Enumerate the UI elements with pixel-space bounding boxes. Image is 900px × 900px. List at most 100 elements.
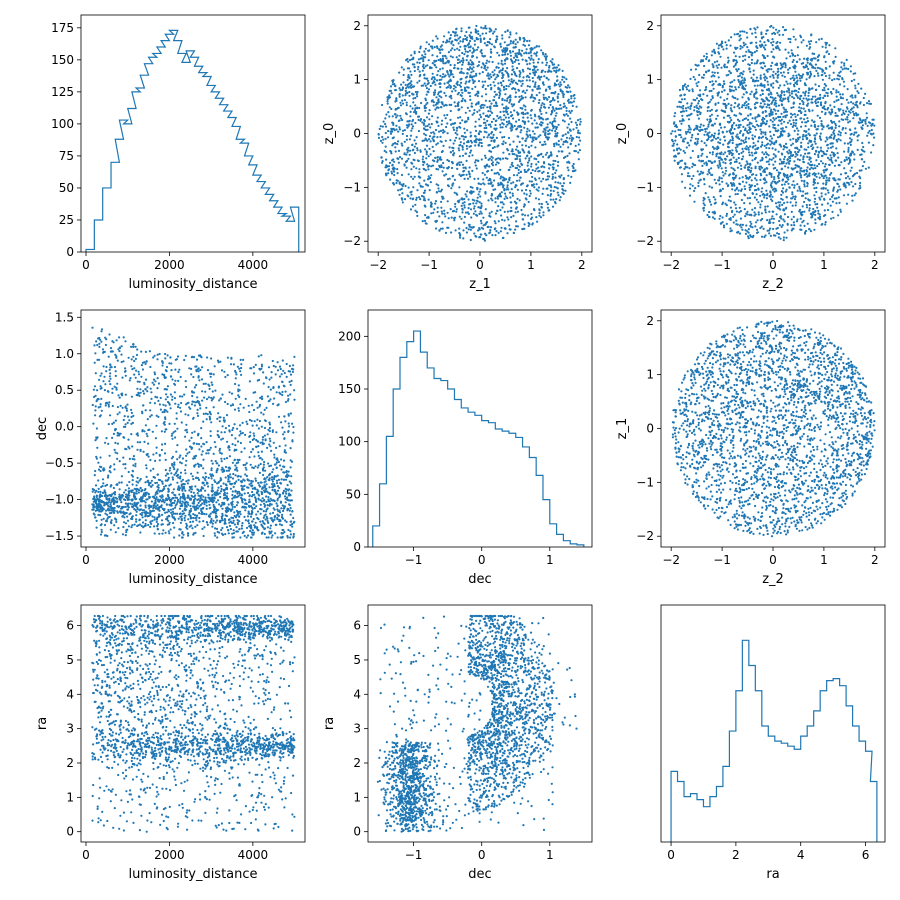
scatter-point [852,110,855,113]
scatter-point [559,89,562,93]
scatter-point [523,44,527,47]
scatter-point [741,79,744,82]
scatter-point [481,85,484,89]
scatter-point [732,89,736,92]
scatter-point [781,203,784,206]
scatter-point [404,94,407,97]
scatter-point [803,200,806,204]
scatter-point [862,96,865,100]
scatter-point [786,215,790,219]
scatter-point [761,135,765,138]
scatter-point [784,142,788,145]
scatter-point [508,122,511,125]
scatter-point [461,154,465,157]
scatter-point [547,136,550,139]
scatter-point [825,153,828,156]
scatter-point [830,92,833,95]
scatter-point [417,58,420,61]
scatter-point [511,61,514,65]
scatter-point [831,79,834,82]
scatter-point [761,143,764,147]
scatter-point [449,49,452,52]
scatter-point [467,207,470,210]
scatter-point [755,120,758,123]
scatter-point [473,177,476,180]
scatter-point [435,167,438,171]
scatter-point [680,98,684,101]
scatter-point [452,142,455,145]
scatter-point [461,163,465,166]
scatter-point [848,128,852,131]
scatter-point [845,58,848,62]
scatter-point [443,91,446,95]
scatter-point [443,75,446,78]
scatter-point [561,188,564,191]
scatter-point [687,172,690,175]
scatter-point [844,186,847,189]
scatter-point [805,148,808,151]
scatter-point [499,89,502,92]
scatter-point [552,107,555,110]
scatter-point [518,140,521,143]
scatter-point [554,125,557,128]
scatter-point [457,67,460,70]
scatter-point [436,102,439,105]
scatter-point [490,29,493,32]
scatter-point [748,183,751,186]
scatter-point [507,116,510,119]
scatter-point [789,38,792,41]
scatter-point [392,136,395,139]
scatter-point [859,186,862,189]
scatter-point [506,123,509,126]
scatter-point [801,135,805,138]
scatter-point [716,164,719,167]
scatter-point [794,93,798,96]
scatter-point [533,65,536,68]
scatter-point [431,76,434,79]
scatter-point [790,106,793,109]
scatter-point [760,212,764,215]
scatter-point [828,65,831,68]
scatter-point [780,90,783,93]
scatter-point [404,184,407,188]
scatter-point [421,65,425,68]
scatter-point [506,197,509,200]
scatter-point [416,149,419,152]
scatter-point [761,217,764,221]
scatter-point [549,184,552,187]
scatter-point [496,171,499,174]
scatter-point [764,79,767,82]
scatter-point [762,46,766,49]
scatter-point [684,130,688,134]
scatter-point [803,118,806,121]
scatter-point [413,52,416,55]
scatter-point [775,28,778,31]
scatter-point [521,97,524,100]
scatter-point [426,178,430,181]
scatter-point [834,159,837,162]
scatter-point [765,153,769,156]
scatter-point [525,89,528,92]
scatter-point [688,89,691,92]
scatter-point [788,94,792,97]
scatter-point [398,95,401,98]
scatter-point [772,157,775,160]
scatter-point [740,198,744,202]
scatter-point [510,188,513,191]
scatter-point [796,60,799,63]
scatter-point [528,194,531,198]
scatter-point [446,113,449,117]
scatter-point [735,61,739,64]
scatter-point [413,151,416,155]
scatter-point [437,93,440,96]
scatter-point [714,80,718,83]
y-tick-label: 0 [66,245,74,259]
scatter-point [501,122,504,125]
scatter-point [839,108,842,111]
scatter-point [501,236,504,240]
scatter-point [774,97,777,100]
scatter-point [501,37,504,40]
scatter-point [763,144,766,147]
scatter-point [753,62,756,65]
scatter-point [455,28,458,31]
